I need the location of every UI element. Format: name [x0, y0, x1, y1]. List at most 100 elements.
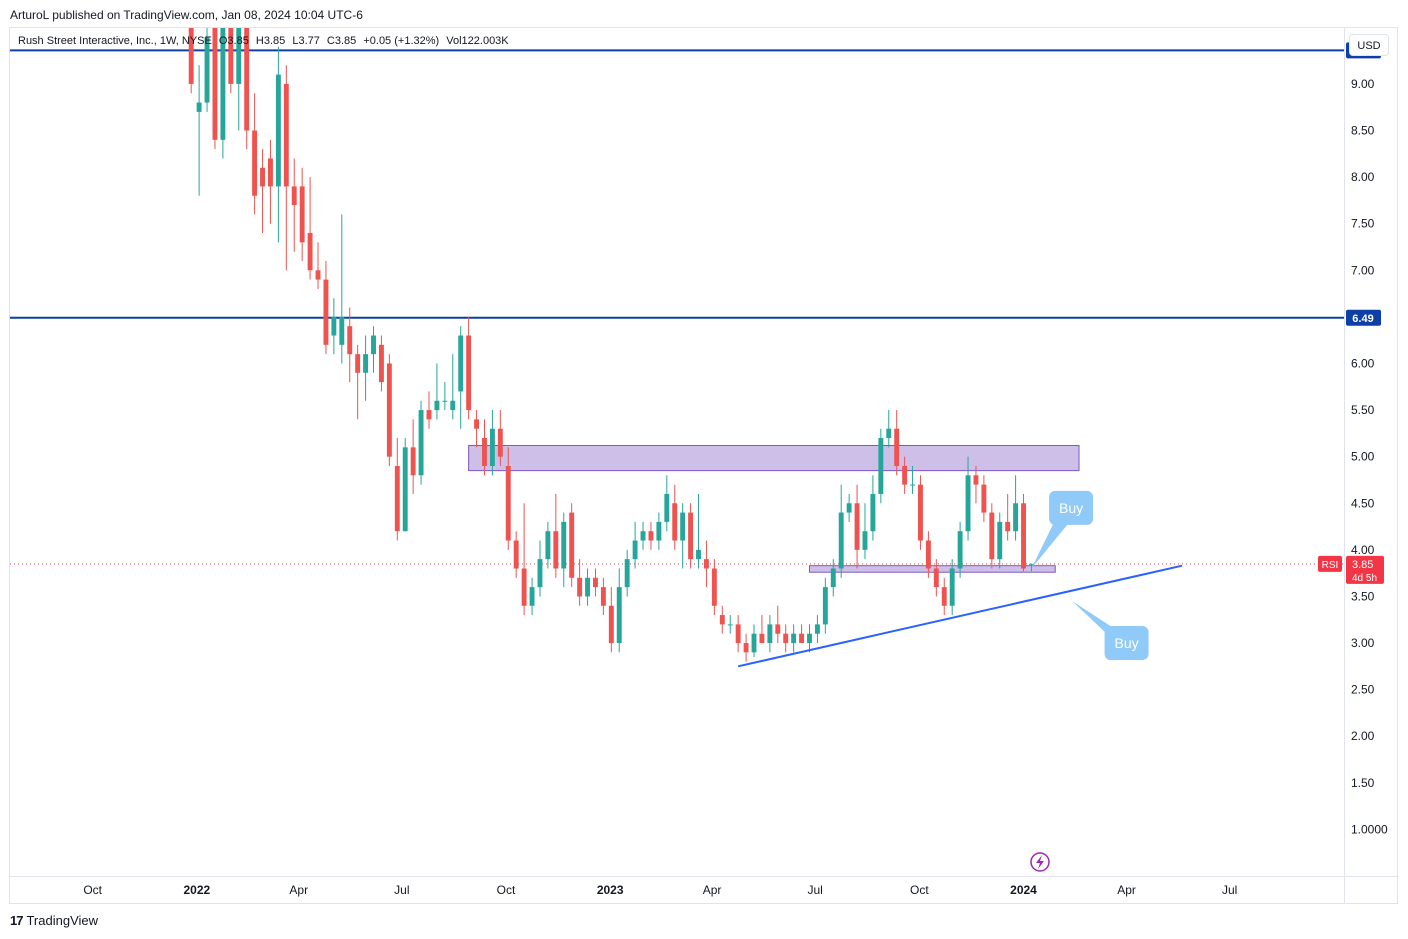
candle-body — [474, 419, 480, 429]
candle-body — [862, 531, 868, 550]
buy-callout-1: Buy — [1072, 601, 1149, 661]
candle-body — [204, 37, 210, 103]
candle-body — [680, 512, 686, 541]
candle — [307, 177, 313, 280]
legend-symbol: Rush Street Interactive, Inc., 1W, NYSE — [18, 35, 212, 47]
candle-body — [236, 28, 242, 84]
candle — [656, 512, 662, 550]
candles-layer[interactable] — [188, 0, 1034, 662]
price-tick-label: 8.00 — [1351, 170, 1375, 184]
candle — [212, 28, 218, 150]
candle-body — [719, 615, 725, 625]
candle — [291, 158, 297, 252]
candle-body — [878, 438, 884, 494]
tradingview-logo-icon: ⁠17 — [10, 913, 24, 928]
candle-body — [434, 400, 440, 411]
candle — [696, 493, 701, 569]
lightning-icon[interactable] — [1030, 852, 1050, 872]
candle-body — [402, 447, 408, 532]
candle-body — [505, 465, 511, 541]
support-trendline — [737, 564, 1183, 668]
callout-box — [1104, 626, 1149, 661]
candle — [489, 410, 495, 476]
price-tick-label: 4.50 — [1351, 496, 1375, 510]
published-caption: ArturoL published on TradingView.com, Ja… — [10, 8, 363, 22]
candle — [870, 475, 876, 541]
candle-body — [228, 28, 234, 84]
candle-body — [307, 233, 313, 271]
candle — [458, 326, 464, 429]
candle-body — [640, 531, 646, 541]
candle-body — [910, 484, 916, 486]
candle — [236, 28, 242, 131]
price-axis[interactable]: 9.00 8.50 8.00 7.50 7.00 6.00 5.50 5.00 4.50 4.00… — [1351, 77, 1388, 836]
candle — [561, 512, 567, 588]
candle — [957, 521, 963, 578]
candle-body — [489, 428, 495, 466]
candle-body — [275, 74, 281, 187]
candle — [593, 568, 598, 597]
candle-body — [561, 521, 567, 569]
candle-body — [426, 410, 432, 420]
candle — [759, 615, 765, 644]
time-tick-label: Apr — [289, 883, 308, 897]
candle-body — [410, 447, 416, 476]
candle-body — [616, 587, 622, 644]
candle — [902, 456, 908, 494]
candle — [577, 559, 583, 606]
candle-body — [466, 335, 472, 411]
candle-body — [656, 521, 662, 541]
footer-brand[interactable]: ⁠17 TradingView — [10, 913, 98, 928]
candle — [196, 65, 202, 196]
candle — [814, 615, 820, 644]
candle — [363, 335, 369, 401]
candle-body — [902, 465, 908, 485]
callout-box — [1049, 490, 1094, 525]
candle-body — [791, 633, 797, 644]
candle-body — [838, 512, 844, 569]
candle-body — [1005, 521, 1011, 532]
candle — [688, 503, 694, 569]
candle — [799, 624, 805, 644]
candle-body — [814, 624, 820, 634]
price-tick-label: 6.00 — [1351, 356, 1375, 370]
candle — [949, 559, 955, 616]
candle — [997, 512, 1003, 569]
candle-body — [751, 633, 757, 653]
candle — [188, 28, 194, 94]
candle — [386, 354, 392, 466]
buy-callout-0: Buy — [1031, 490, 1094, 569]
candle-body — [624, 559, 630, 588]
candle-body — [196, 102, 202, 112]
candle — [830, 559, 836, 597]
currency-button[interactable]: USD — [1349, 34, 1389, 56]
last-price-countdown: 4d 5h — [1352, 573, 1377, 584]
candle — [482, 419, 487, 476]
candle — [933, 559, 939, 597]
candle-body — [925, 540, 931, 569]
candle-body — [482, 438, 487, 466]
time-tick-label: Jul — [1222, 883, 1237, 897]
candle-body — [315, 270, 321, 280]
candle-body — [846, 503, 852, 513]
candle-body — [711, 568, 717, 606]
candle — [894, 410, 900, 476]
candle — [854, 484, 860, 569]
price-tick-label: 8.50 — [1351, 124, 1375, 138]
candle-body — [918, 484, 923, 541]
candle-body — [394, 465, 400, 532]
candle — [648, 521, 654, 550]
candle-body — [378, 344, 384, 383]
candle — [505, 447, 511, 550]
candle-body — [735, 624, 741, 644]
zones-layer — [468, 444, 1080, 573]
time-axis[interactable]: Oct 2022 Apr Jul Oct 2023 Apr Jul Oct 2024 Apr Jul — [83, 883, 1237, 897]
callout-tail — [1072, 601, 1137, 644]
candle-body — [442, 400, 448, 402]
candle — [1005, 493, 1011, 541]
candle — [608, 587, 614, 653]
time-tick-label: Apr — [703, 883, 722, 897]
price-tick-label: 4.00 — [1351, 543, 1375, 557]
candle-body — [331, 316, 337, 336]
